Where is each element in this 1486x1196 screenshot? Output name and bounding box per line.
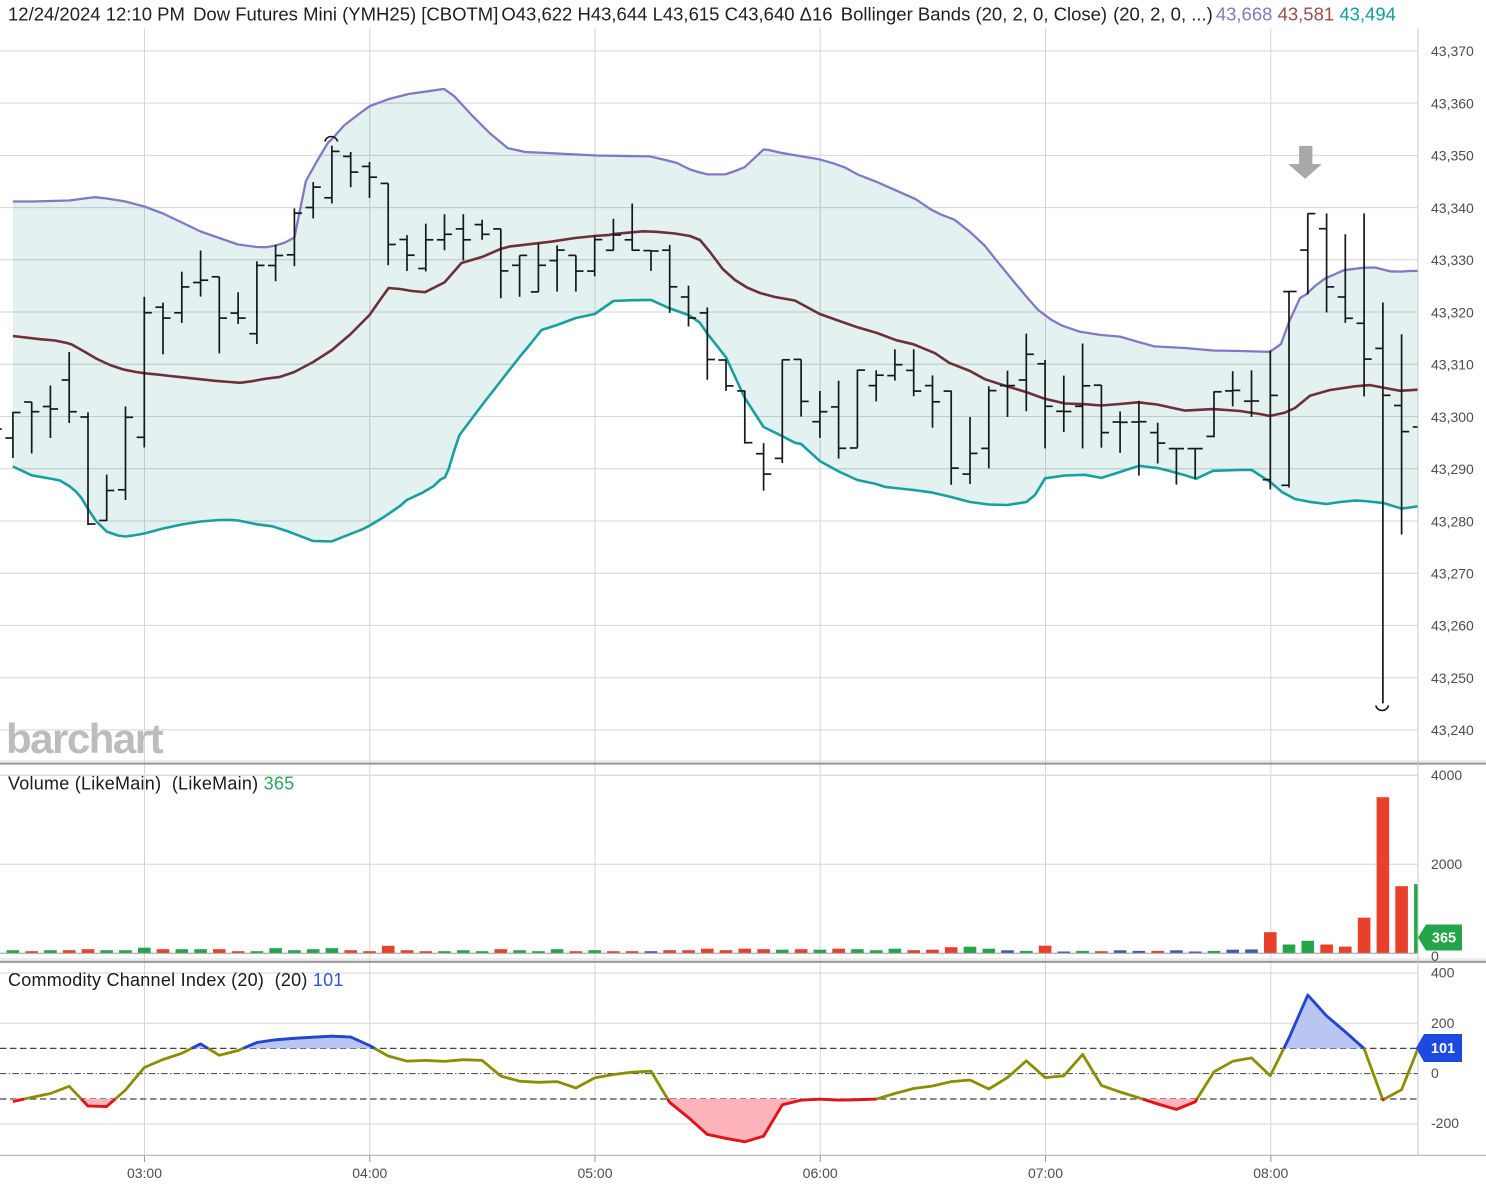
svg-text:43,370: 43,370 (1431, 43, 1474, 59)
svg-text:05:00: 05:00 (577, 1165, 612, 1181)
svg-text:12/24/2024 12:10 PM Dow Future: 12/24/2024 12:10 PM Dow Futures Mini (YM… (8, 4, 1396, 25)
svg-text:43,360: 43,360 (1431, 95, 1474, 111)
svg-text:43,260: 43,260 (1431, 618, 1474, 634)
svg-text:4000: 4000 (1431, 767, 1462, 783)
svg-text:barchart: barchart (6, 715, 164, 762)
svg-text:08:00: 08:00 (1253, 1165, 1288, 1181)
svg-text:400: 400 (1431, 965, 1455, 981)
svg-text:2000: 2000 (1431, 856, 1462, 872)
svg-text:Volume (LikeMain) (LikeMain): Volume (LikeMain) (LikeMain) 365 (8, 774, 294, 794)
svg-text:04:00: 04:00 (352, 1165, 387, 1181)
svg-text:43,240: 43,240 (1431, 722, 1474, 738)
svg-text:06:00: 06:00 (803, 1165, 838, 1181)
svg-text:43,310: 43,310 (1431, 357, 1474, 373)
svg-text:0: 0 (1431, 1065, 1439, 1081)
svg-text:43,350: 43,350 (1431, 148, 1474, 164)
svg-text:43,270: 43,270 (1431, 566, 1474, 582)
svg-text:101: 101 (1431, 1041, 1455, 1057)
svg-text:365: 365 (1432, 931, 1456, 947)
svg-text:43,280: 43,280 (1431, 513, 1474, 529)
svg-text:03:00: 03:00 (127, 1165, 162, 1181)
svg-text:43,320: 43,320 (1431, 304, 1474, 320)
svg-text:43,330: 43,330 (1431, 252, 1474, 268)
svg-text:Commodity Channel Index (20): Commodity Channel Index (20) (20) 101 (8, 970, 344, 990)
svg-text:43,290: 43,290 (1431, 461, 1474, 477)
svg-text:-200: -200 (1431, 1115, 1459, 1131)
svg-text:43,300: 43,300 (1431, 409, 1474, 425)
svg-text:200: 200 (1431, 1015, 1455, 1031)
svg-text:43,340: 43,340 (1431, 200, 1474, 216)
svg-text:07:00: 07:00 (1028, 1165, 1063, 1181)
svg-text:0: 0 (1431, 948, 1439, 964)
svg-text:43,250: 43,250 (1431, 670, 1474, 686)
